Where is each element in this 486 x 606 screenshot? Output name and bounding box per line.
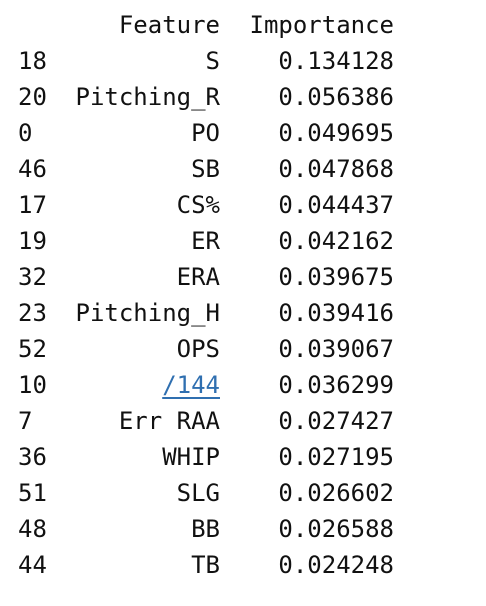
importance-value: 0.047868 bbox=[278, 155, 394, 183]
row-index: 20 bbox=[18, 83, 47, 111]
feature-link[interactable]: /144 bbox=[162, 371, 220, 399]
feature-name: Pitching_H bbox=[75, 299, 221, 327]
feature-name: S bbox=[205, 47, 220, 75]
table-row: 7 Err RAA 0.027427 bbox=[0, 403, 486, 439]
table-row: 23 Pitching_H 0.039416 bbox=[0, 295, 486, 331]
feature-name: WHIP bbox=[162, 443, 220, 471]
row-index: 44 bbox=[18, 551, 47, 579]
importance-column-header: Importance bbox=[249, 11, 395, 39]
row-index: 0 bbox=[18, 119, 33, 147]
row-index: 10 bbox=[18, 371, 47, 399]
row-index: 32 bbox=[18, 263, 47, 291]
table-row: 17 CS% 0.044437 bbox=[0, 187, 486, 223]
table-row: 20 Pitching_R 0.056386 bbox=[0, 79, 486, 115]
feature-name: OPS bbox=[176, 335, 220, 363]
row-index: 52 bbox=[18, 335, 47, 363]
row-index: 48 bbox=[18, 515, 47, 543]
feature-name: PO bbox=[191, 119, 220, 147]
row-index: 7 bbox=[18, 407, 33, 435]
feature-name: Err RAA bbox=[118, 407, 220, 435]
row-index: 17 bbox=[18, 191, 47, 219]
feature-column-header: Feature bbox=[118, 11, 220, 39]
table-row: 18 S 0.134128 bbox=[0, 43, 486, 79]
importance-value: 0.036299 bbox=[278, 371, 394, 399]
table-row: 48 BB 0.026588 bbox=[0, 511, 486, 547]
feature-name: CS% bbox=[176, 191, 220, 219]
importance-value: 0.026588 bbox=[278, 515, 394, 543]
importance-value: 0.134128 bbox=[278, 47, 394, 75]
importance-value: 0.056386 bbox=[278, 83, 394, 111]
importance-value: 0.027427 bbox=[278, 407, 394, 435]
importance-value: 0.039416 bbox=[278, 299, 394, 327]
importance-value: 0.026602 bbox=[278, 479, 394, 507]
importance-value: 0.044437 bbox=[278, 191, 394, 219]
table-row: 10 /144 0.036299 bbox=[0, 367, 486, 403]
feature-name: Pitching_R bbox=[75, 83, 221, 111]
row-index: 23 bbox=[18, 299, 47, 327]
header-row: Feature Importance bbox=[0, 7, 486, 43]
row-index: 51 bbox=[18, 479, 47, 507]
row-index: 18 bbox=[18, 47, 47, 75]
importance-value: 0.049695 bbox=[278, 119, 394, 147]
importance-value: 0.039675 bbox=[278, 263, 394, 291]
table-row: 44 TB 0.024248 bbox=[0, 547, 486, 583]
importance-value: 0.027195 bbox=[278, 443, 394, 471]
feature-name: TB bbox=[191, 551, 220, 579]
table-row: 52 OPS 0.039067 bbox=[0, 331, 486, 367]
row-index: 46 bbox=[18, 155, 47, 183]
importance-value: 0.042162 bbox=[278, 227, 394, 255]
row-index: 19 bbox=[18, 227, 47, 255]
feature-name: BB bbox=[191, 515, 220, 543]
feature-name: ER bbox=[191, 227, 220, 255]
table-row: 0 PO 0.049695 bbox=[0, 115, 486, 151]
table-row: 36 WHIP 0.027195 bbox=[0, 439, 486, 475]
table-row: 19 ER 0.042162 bbox=[0, 223, 486, 259]
table-row: 51 SLG 0.026602 bbox=[0, 475, 486, 511]
table-row: 46 SB 0.047868 bbox=[0, 151, 486, 187]
feature-name: SLG bbox=[176, 479, 220, 507]
feature-name: SB bbox=[191, 155, 220, 183]
importance-value: 0.024248 bbox=[278, 551, 394, 579]
importance-value: 0.039067 bbox=[278, 335, 394, 363]
row-index: 36 bbox=[18, 443, 47, 471]
table-row: 32 ERA 0.039675 bbox=[0, 259, 486, 295]
feature-name: ERA bbox=[176, 263, 220, 291]
